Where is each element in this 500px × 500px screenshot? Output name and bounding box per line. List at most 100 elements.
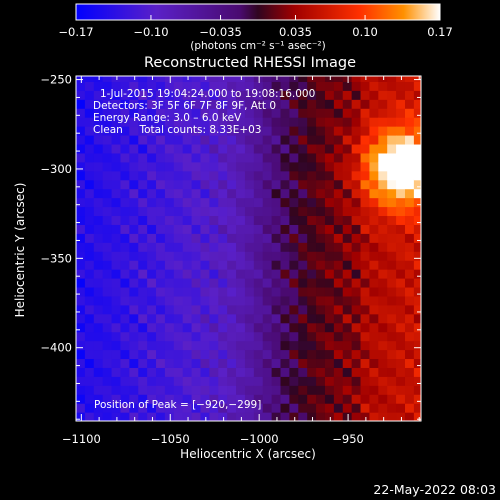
heatmap-cell xyxy=(120,367,130,377)
heatmap-cell xyxy=(298,76,308,82)
heatmap-cell xyxy=(333,322,344,333)
heatmap-cell xyxy=(209,188,219,199)
heatmap-cell xyxy=(191,76,202,82)
heatmap-cell xyxy=(351,304,362,315)
heatmap-cell xyxy=(262,331,273,342)
heatmap-cell xyxy=(244,143,255,154)
heatmap-cell xyxy=(164,206,175,217)
heatmap-cell xyxy=(129,286,139,297)
heatmap-cell xyxy=(342,322,353,333)
heatmap-cell xyxy=(93,286,104,297)
heatmap-cell xyxy=(280,224,291,234)
heatmap-cell xyxy=(129,340,139,351)
heatmap-cell xyxy=(76,179,86,190)
heatmap-cell xyxy=(209,81,219,91)
heatmap-cell xyxy=(156,412,166,421)
heatmap-cell xyxy=(298,403,308,413)
colorbar-tick-label: −0.035 xyxy=(199,25,242,39)
heatmap-cell xyxy=(342,134,353,145)
heatmap-cell xyxy=(120,117,130,127)
heatmap-cell xyxy=(244,108,255,118)
heatmap-cell xyxy=(173,99,184,109)
heatmap-cell xyxy=(378,260,388,270)
heatmap-cell xyxy=(182,269,193,279)
heatmap-cell xyxy=(244,206,255,217)
heatmap-cell xyxy=(262,349,273,360)
heatmap-cell xyxy=(164,197,175,208)
heatmap-cell xyxy=(342,394,353,404)
heatmap-cell xyxy=(378,295,388,306)
heatmap-cell xyxy=(244,412,255,421)
heatmap-cell xyxy=(191,358,202,368)
heatmap-cell xyxy=(147,394,157,404)
heatmap-cell xyxy=(236,215,246,225)
heatmap-cell xyxy=(378,179,388,190)
heatmap-cell xyxy=(262,170,273,181)
heatmap-cell xyxy=(156,188,166,199)
heatmap-cell xyxy=(307,197,317,208)
heatmap-cell xyxy=(84,277,95,288)
heatmap-cell xyxy=(298,367,308,377)
heatmap-cell xyxy=(351,161,362,172)
heatmap-cell xyxy=(227,161,237,172)
y-tick-label: −300 xyxy=(40,162,72,176)
heatmap-cell xyxy=(298,99,308,109)
heatmap-cell xyxy=(404,215,415,225)
heatmap-cell xyxy=(298,224,308,234)
heatmap-cell xyxy=(413,367,421,377)
heatmap-cell xyxy=(191,331,202,342)
heatmap-cell xyxy=(404,99,415,109)
heatmap-cell xyxy=(111,340,122,351)
heatmap-cell xyxy=(244,269,255,279)
heatmap-cell xyxy=(76,313,86,324)
heatmap-cell xyxy=(413,143,421,154)
heatmap-cell xyxy=(102,322,113,333)
heatmap-cell xyxy=(396,224,406,234)
heatmap-cell xyxy=(369,143,379,154)
heatmap-cell xyxy=(351,90,362,100)
heatmap-cell xyxy=(298,206,308,217)
heatmap-cell xyxy=(164,251,175,261)
heatmap-cell xyxy=(289,367,299,377)
heatmap-cell xyxy=(342,403,353,413)
heatmap-cell xyxy=(218,349,228,360)
heatmap-cell xyxy=(280,197,291,208)
heatmap-cell xyxy=(156,295,166,306)
heatmap-cell xyxy=(298,331,308,342)
heatmap-cell xyxy=(173,322,184,333)
heatmap-cell xyxy=(333,349,344,360)
heatmap-cell xyxy=(93,170,104,181)
heatmap-cell xyxy=(289,233,299,243)
heatmap-cell xyxy=(387,161,397,172)
heatmap-cell xyxy=(387,233,397,243)
heatmap-cell xyxy=(396,331,406,342)
heatmap-cell xyxy=(200,134,210,145)
heatmap-cell xyxy=(138,90,148,100)
heatmap-cell xyxy=(404,331,415,342)
heatmap-cell xyxy=(413,81,421,91)
heatmap-cell xyxy=(396,260,406,270)
heatmap-cell xyxy=(404,385,415,395)
heatmap-cell xyxy=(138,358,148,368)
heatmap-cell xyxy=(307,161,317,172)
colorbar-tick-label: 0.10 xyxy=(352,25,378,39)
heatmap-cell xyxy=(342,349,353,360)
heatmap-cell xyxy=(164,269,175,279)
heatmap-cell xyxy=(182,81,193,91)
heatmap-cell xyxy=(147,188,157,199)
heatmap-cell xyxy=(413,188,421,199)
heatmap-cell xyxy=(369,134,379,145)
heatmap-cell xyxy=(173,242,184,252)
heatmap-cell xyxy=(227,403,237,413)
heatmap-cell xyxy=(120,269,130,279)
heatmap-cell xyxy=(387,286,397,297)
heatmap-cell xyxy=(76,188,86,199)
heatmap-cell xyxy=(262,117,273,127)
heatmap-cell xyxy=(93,376,104,386)
heatmap-cell xyxy=(387,367,397,377)
heatmap-cell xyxy=(378,161,388,172)
heatmap-cell xyxy=(209,340,219,351)
heatmap-cell xyxy=(227,188,237,199)
heatmap-cell xyxy=(147,260,157,270)
heatmap-cell xyxy=(333,90,344,100)
